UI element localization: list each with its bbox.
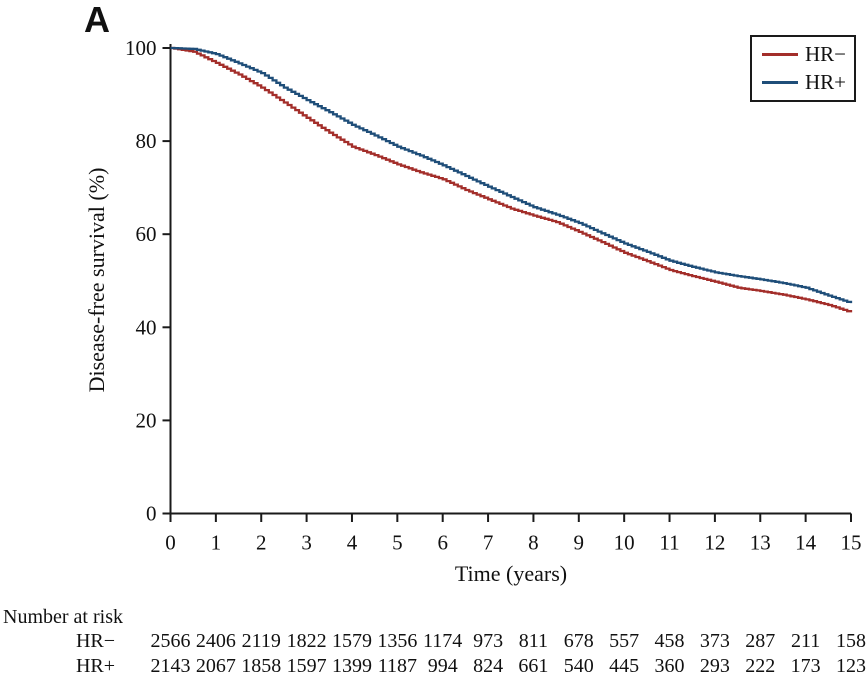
- x-tick-label: 14: [795, 531, 817, 555]
- x-tick-label: 11: [659, 531, 679, 555]
- risk-count: 1187: [377, 655, 417, 677]
- risk-count: 123: [836, 655, 866, 677]
- risk-count: 222: [745, 655, 776, 677]
- risk-count: 445: [609, 655, 640, 677]
- risk-count: 1356: [377, 630, 418, 652]
- x-tick-label: 2: [256, 531, 267, 555]
- legend-item: HR−: [762, 43, 846, 65]
- y-tick-label: 100: [125, 36, 157, 60]
- legend-item: HR+: [762, 71, 846, 93]
- risk-count: 557: [609, 630, 640, 652]
- risk-table-title: Number at risk: [3, 606, 123, 628]
- x-axis-title: Time (years): [454, 561, 568, 586]
- y-axis-title: Disease-free survival (%): [84, 167, 109, 393]
- km-curve-hr: [170, 46, 853, 304]
- x-tick-label: 4: [347, 531, 358, 555]
- risk-row-label: HR−: [75, 630, 115, 652]
- x-tick-label: 15: [841, 531, 862, 555]
- risk-count: 540: [563, 655, 594, 677]
- x-tick-label: 5: [392, 531, 403, 555]
- risk-count: 678: [563, 630, 594, 652]
- risk-count: 1399: [331, 655, 372, 677]
- y-tick-label: 40: [136, 315, 157, 339]
- risk-count: 373: [699, 630, 730, 652]
- risk-count: 173: [790, 655, 821, 677]
- x-tick-label: 10: [614, 531, 635, 555]
- risk-count: 973: [473, 630, 504, 652]
- legend: HR− HR+: [750, 35, 856, 102]
- y-tick-label: 60: [136, 222, 157, 246]
- x-tick-label: 3: [301, 531, 312, 555]
- panel-label: A: [84, 0, 110, 40]
- x-tick-label: 1: [211, 531, 222, 555]
- risk-count: 293: [699, 655, 730, 677]
- x-tick-label: 12: [704, 531, 725, 555]
- risk-count: 2067: [195, 655, 236, 677]
- risk-count: 211: [790, 630, 821, 652]
- risk-count: 1174: [423, 630, 463, 652]
- legend-label: HR−: [804, 42, 846, 66]
- y-tick-label: 20: [136, 408, 157, 432]
- risk-count: 2566: [150, 630, 191, 652]
- x-tick-label: 0: [165, 531, 176, 555]
- km-curve-hr: [170, 46, 853, 313]
- risk-count: 360: [654, 655, 685, 677]
- y-tick-label: 80: [136, 129, 157, 153]
- risk-count: 1822: [286, 630, 327, 652]
- risk-count: 1579: [331, 630, 372, 652]
- x-tick-label: 8: [528, 531, 539, 555]
- x-tick-label: 9: [574, 531, 585, 555]
- legend-line-icon: [762, 52, 798, 56]
- risk-count: 2119: [241, 630, 281, 652]
- risk-count: 458: [654, 630, 685, 652]
- x-tick-label: 7: [483, 531, 494, 555]
- risk-count: 824: [473, 655, 504, 677]
- risk-count: 994: [427, 655, 458, 677]
- legend-label: HR+: [804, 70, 846, 94]
- risk-count: 661: [518, 655, 549, 677]
- x-tick-label: 6: [437, 531, 448, 555]
- risk-count: 1597: [286, 655, 327, 677]
- y-tick-label: 0: [146, 502, 157, 526]
- risk-count: 158: [836, 630, 866, 652]
- risk-row-label: HR+: [75, 655, 115, 677]
- risk-count: 2143: [150, 655, 191, 677]
- risk-count: 811: [518, 630, 549, 652]
- risk-count: 2406: [195, 630, 236, 652]
- legend-line-icon: [762, 80, 798, 84]
- x-tick-label: 13: [750, 531, 771, 555]
- risk-count: 287: [745, 630, 776, 652]
- risk-count: 1858: [241, 655, 282, 677]
